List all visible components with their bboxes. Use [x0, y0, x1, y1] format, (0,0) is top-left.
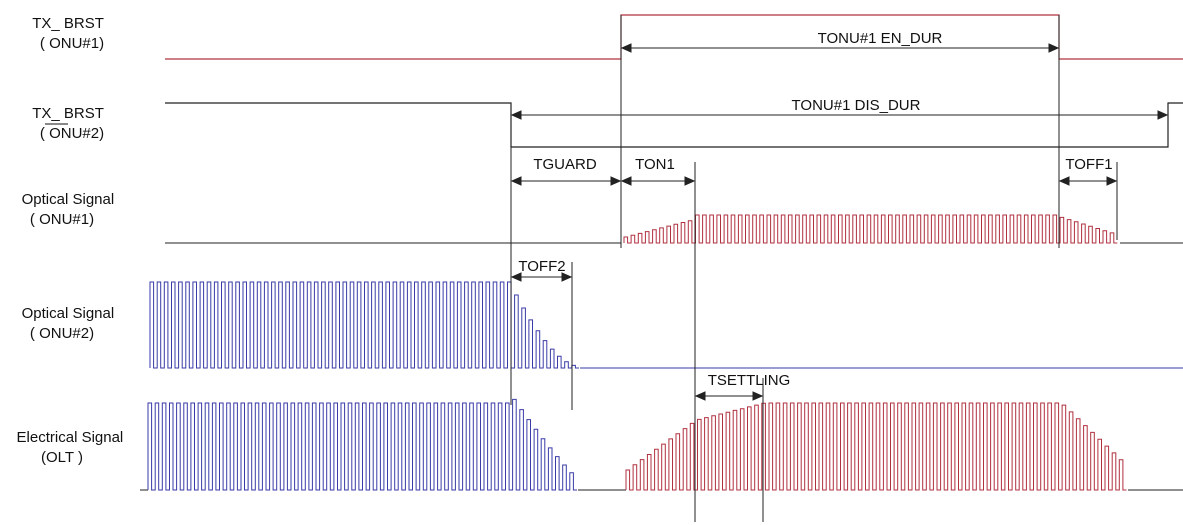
arrowhead [684, 176, 696, 186]
arrowhead [1048, 43, 1060, 53]
toff2-label: TOFF2 [518, 258, 565, 275]
arrowhead [610, 176, 622, 186]
arrowhead [1106, 176, 1118, 186]
toff1-label: TOFF1 [1065, 156, 1112, 173]
arrowhead [694, 391, 706, 401]
electrical-onu2-pulse-train [147, 398, 577, 491]
arrowhead [561, 272, 573, 282]
row-label-electrical-olt: Electrical Signal (OLT ) [17, 429, 128, 466]
arrowhead [1157, 110, 1169, 120]
arrowhead [1058, 176, 1070, 186]
tsettling-label: TSETTLING [708, 372, 791, 389]
arrowhead [620, 176, 632, 186]
arrowhead [620, 43, 632, 53]
tx-brst-onu2-waveform [165, 102, 1183, 148]
electrical-onu1-pulse-train [625, 402, 1127, 491]
row-label-optical-onu1: Optical Signal ( ONU#1) [22, 191, 119, 228]
tx-brst-onu1-waveform [165, 14, 1183, 60]
row-label-optical-onu2: Optical Signal ( ONU#2) [22, 305, 119, 342]
arrowhead [510, 176, 522, 186]
arrowhead [752, 391, 764, 401]
optical-onu2-pulse-train [149, 281, 579, 369]
row-label-tx-brst-onu2: TX_ BRST ( ONU#2) [32, 105, 108, 142]
dis-dur-label: TONU#1 DIS_DUR [792, 97, 921, 114]
arrow-group [510, 43, 1169, 401]
en-dur-label: TONU#1 EN_DUR [818, 30, 943, 47]
arrowhead [510, 272, 522, 282]
optical-onu1-pulse-train [623, 214, 1118, 244]
tguard-label: TGUARD [533, 156, 597, 173]
ton1-label: TON1 [635, 156, 675, 173]
arrowhead [510, 110, 522, 120]
row-label-tx-brst-onu1: TX_ BRST ( ONU#1) [32, 15, 108, 52]
